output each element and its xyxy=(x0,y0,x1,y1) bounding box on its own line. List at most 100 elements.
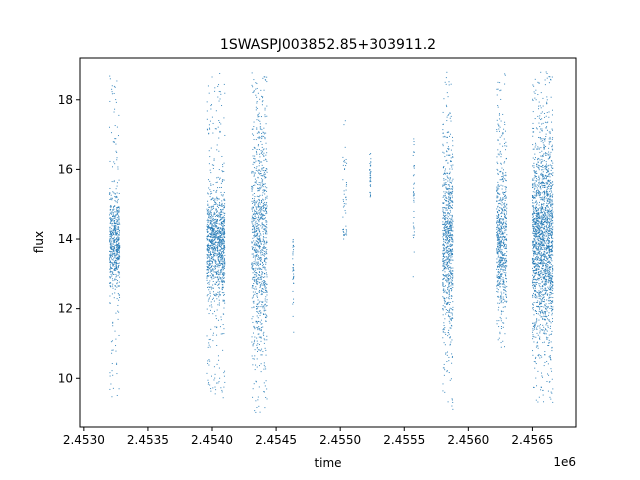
data-point xyxy=(113,240,115,242)
data-point xyxy=(447,238,449,240)
data-point xyxy=(542,262,544,264)
data-point xyxy=(222,276,224,278)
data-point xyxy=(551,144,553,146)
data-point xyxy=(258,230,260,232)
data-point xyxy=(445,309,447,311)
data-point xyxy=(221,243,223,245)
data-point xyxy=(260,328,262,330)
data-point xyxy=(261,178,263,180)
data-point xyxy=(253,255,255,257)
data-point xyxy=(254,250,256,252)
data-point xyxy=(450,234,452,236)
data-point xyxy=(206,219,208,221)
data-point xyxy=(503,262,505,264)
data-point xyxy=(261,175,263,177)
data-point xyxy=(257,187,259,189)
data-point xyxy=(450,226,452,228)
data-point xyxy=(506,207,508,209)
data-point xyxy=(550,224,552,226)
data-point xyxy=(537,224,539,226)
data-point xyxy=(221,263,223,265)
data-point xyxy=(504,121,506,123)
data-point xyxy=(532,225,534,227)
data-point xyxy=(112,222,114,224)
data-point xyxy=(445,333,447,335)
data-point xyxy=(450,236,452,238)
data-point xyxy=(343,161,345,163)
data-point xyxy=(451,248,453,250)
data-point xyxy=(447,280,449,282)
data-point xyxy=(112,141,114,143)
data-point xyxy=(539,207,541,209)
data-point xyxy=(216,214,218,216)
data-point xyxy=(448,293,450,295)
data-point xyxy=(254,255,256,257)
data-point xyxy=(222,194,224,196)
data-point xyxy=(223,225,225,227)
data-point xyxy=(442,314,444,316)
data-point xyxy=(260,211,262,213)
data-point xyxy=(224,232,226,234)
data-point xyxy=(533,292,535,294)
data-point xyxy=(261,146,263,148)
data-point xyxy=(548,289,550,291)
data-point xyxy=(258,115,260,117)
data-point xyxy=(541,211,543,213)
data-point xyxy=(221,214,223,216)
data-point xyxy=(117,206,119,208)
data-point xyxy=(452,401,454,403)
data-point xyxy=(499,259,501,261)
data-point xyxy=(117,247,119,249)
data-point xyxy=(448,205,450,207)
data-point xyxy=(261,209,263,211)
data-point xyxy=(449,171,451,173)
data-point xyxy=(450,157,452,159)
data-point xyxy=(451,204,453,206)
data-point xyxy=(116,232,118,234)
data-point xyxy=(447,212,449,214)
data-point xyxy=(344,146,346,148)
data-point xyxy=(110,197,112,199)
data-point xyxy=(451,277,453,279)
data-point xyxy=(220,230,222,232)
data-point xyxy=(446,120,448,122)
data-point xyxy=(113,263,115,265)
data-point xyxy=(552,254,554,256)
data-point xyxy=(503,242,505,244)
data-point xyxy=(210,266,212,268)
data-point xyxy=(110,341,112,343)
data-point xyxy=(539,187,541,189)
data-point xyxy=(217,126,219,128)
data-point xyxy=(218,232,220,234)
data-point xyxy=(209,180,211,182)
data-point xyxy=(449,255,451,257)
data-point xyxy=(219,254,221,256)
data-point xyxy=(444,302,446,304)
data-point xyxy=(116,195,118,197)
data-point xyxy=(261,213,263,215)
data-point xyxy=(548,229,550,231)
data-point xyxy=(500,242,502,244)
data-point xyxy=(115,238,117,240)
data-point xyxy=(533,324,535,326)
data-point xyxy=(208,248,210,250)
data-point xyxy=(263,242,265,244)
data-point xyxy=(212,243,214,245)
data-point xyxy=(209,240,211,242)
data-point xyxy=(257,243,259,245)
data-point xyxy=(219,177,221,179)
data-point xyxy=(215,262,217,264)
data-point xyxy=(221,266,223,268)
data-point xyxy=(260,306,262,308)
data-point xyxy=(447,315,449,317)
data-point xyxy=(208,206,210,208)
data-point xyxy=(207,235,209,237)
data-point xyxy=(223,221,225,223)
data-point xyxy=(215,281,217,283)
data-point xyxy=(219,264,221,266)
data-point xyxy=(552,175,554,177)
data-point xyxy=(444,173,446,175)
data-point xyxy=(448,213,450,215)
data-point xyxy=(264,407,266,409)
data-point xyxy=(209,291,211,293)
